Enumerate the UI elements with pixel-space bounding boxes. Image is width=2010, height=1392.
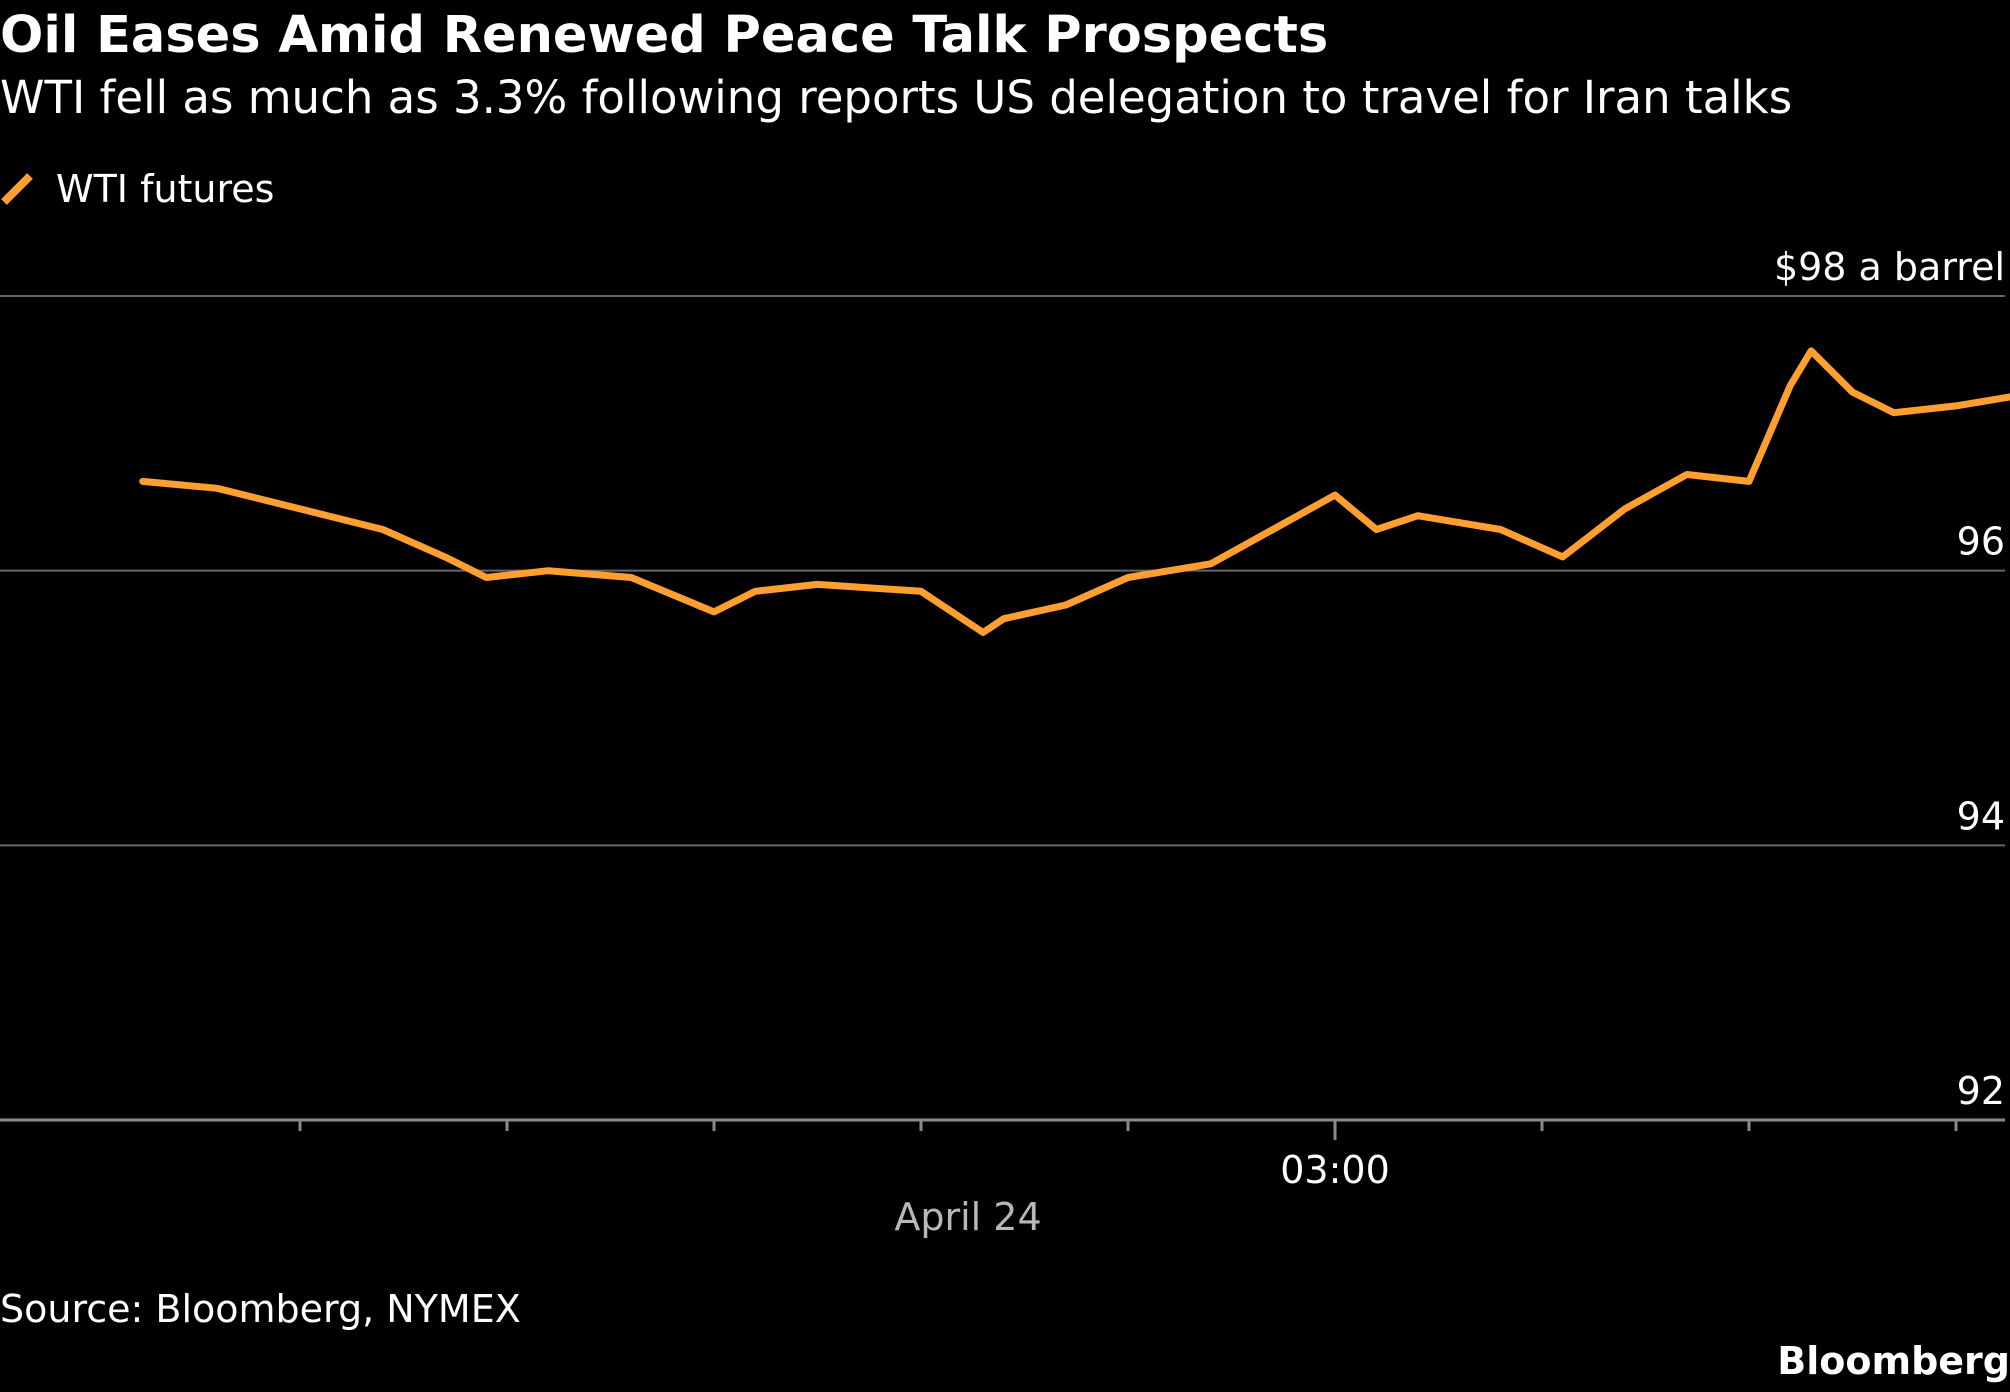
y-tick-label: 94: [1957, 794, 2005, 838]
chart-subtitle: WTI fell as much as 3.3% following repor…: [0, 71, 1793, 124]
legend-label: WTI futures: [56, 167, 275, 211]
x-tick-label: 03:00: [1280, 1148, 1390, 1192]
legend-swatch: [1, 173, 33, 205]
x-axis: 03:0006:0009:0012:00: [298, 1120, 1958, 1192]
series-layer: [139, 347, 2010, 636]
y-tick-label: 96: [1957, 520, 2005, 564]
chart-title: Oil Eases Amid Renewed Peace Talk Prospe…: [0, 6, 1329, 65]
y-tick-label: $98 a barrel: [1774, 245, 2005, 289]
wti-futures-line: [139, 347, 2010, 636]
gridlines: [0, 295, 2005, 1122]
y-tick-label: 92: [1957, 1069, 2005, 1113]
source-note: Source: Bloomberg, NYMEX: [0, 1287, 521, 1331]
y-axis-labels: $98 a barrel 96 94 92: [1774, 245, 2005, 1113]
legend: WTI futures: [0, 162, 274, 216]
x-axis-date-label: April 24: [894, 1195, 1041, 1239]
bloomberg-logo: Bloomberg: [1777, 1339, 2010, 1383]
